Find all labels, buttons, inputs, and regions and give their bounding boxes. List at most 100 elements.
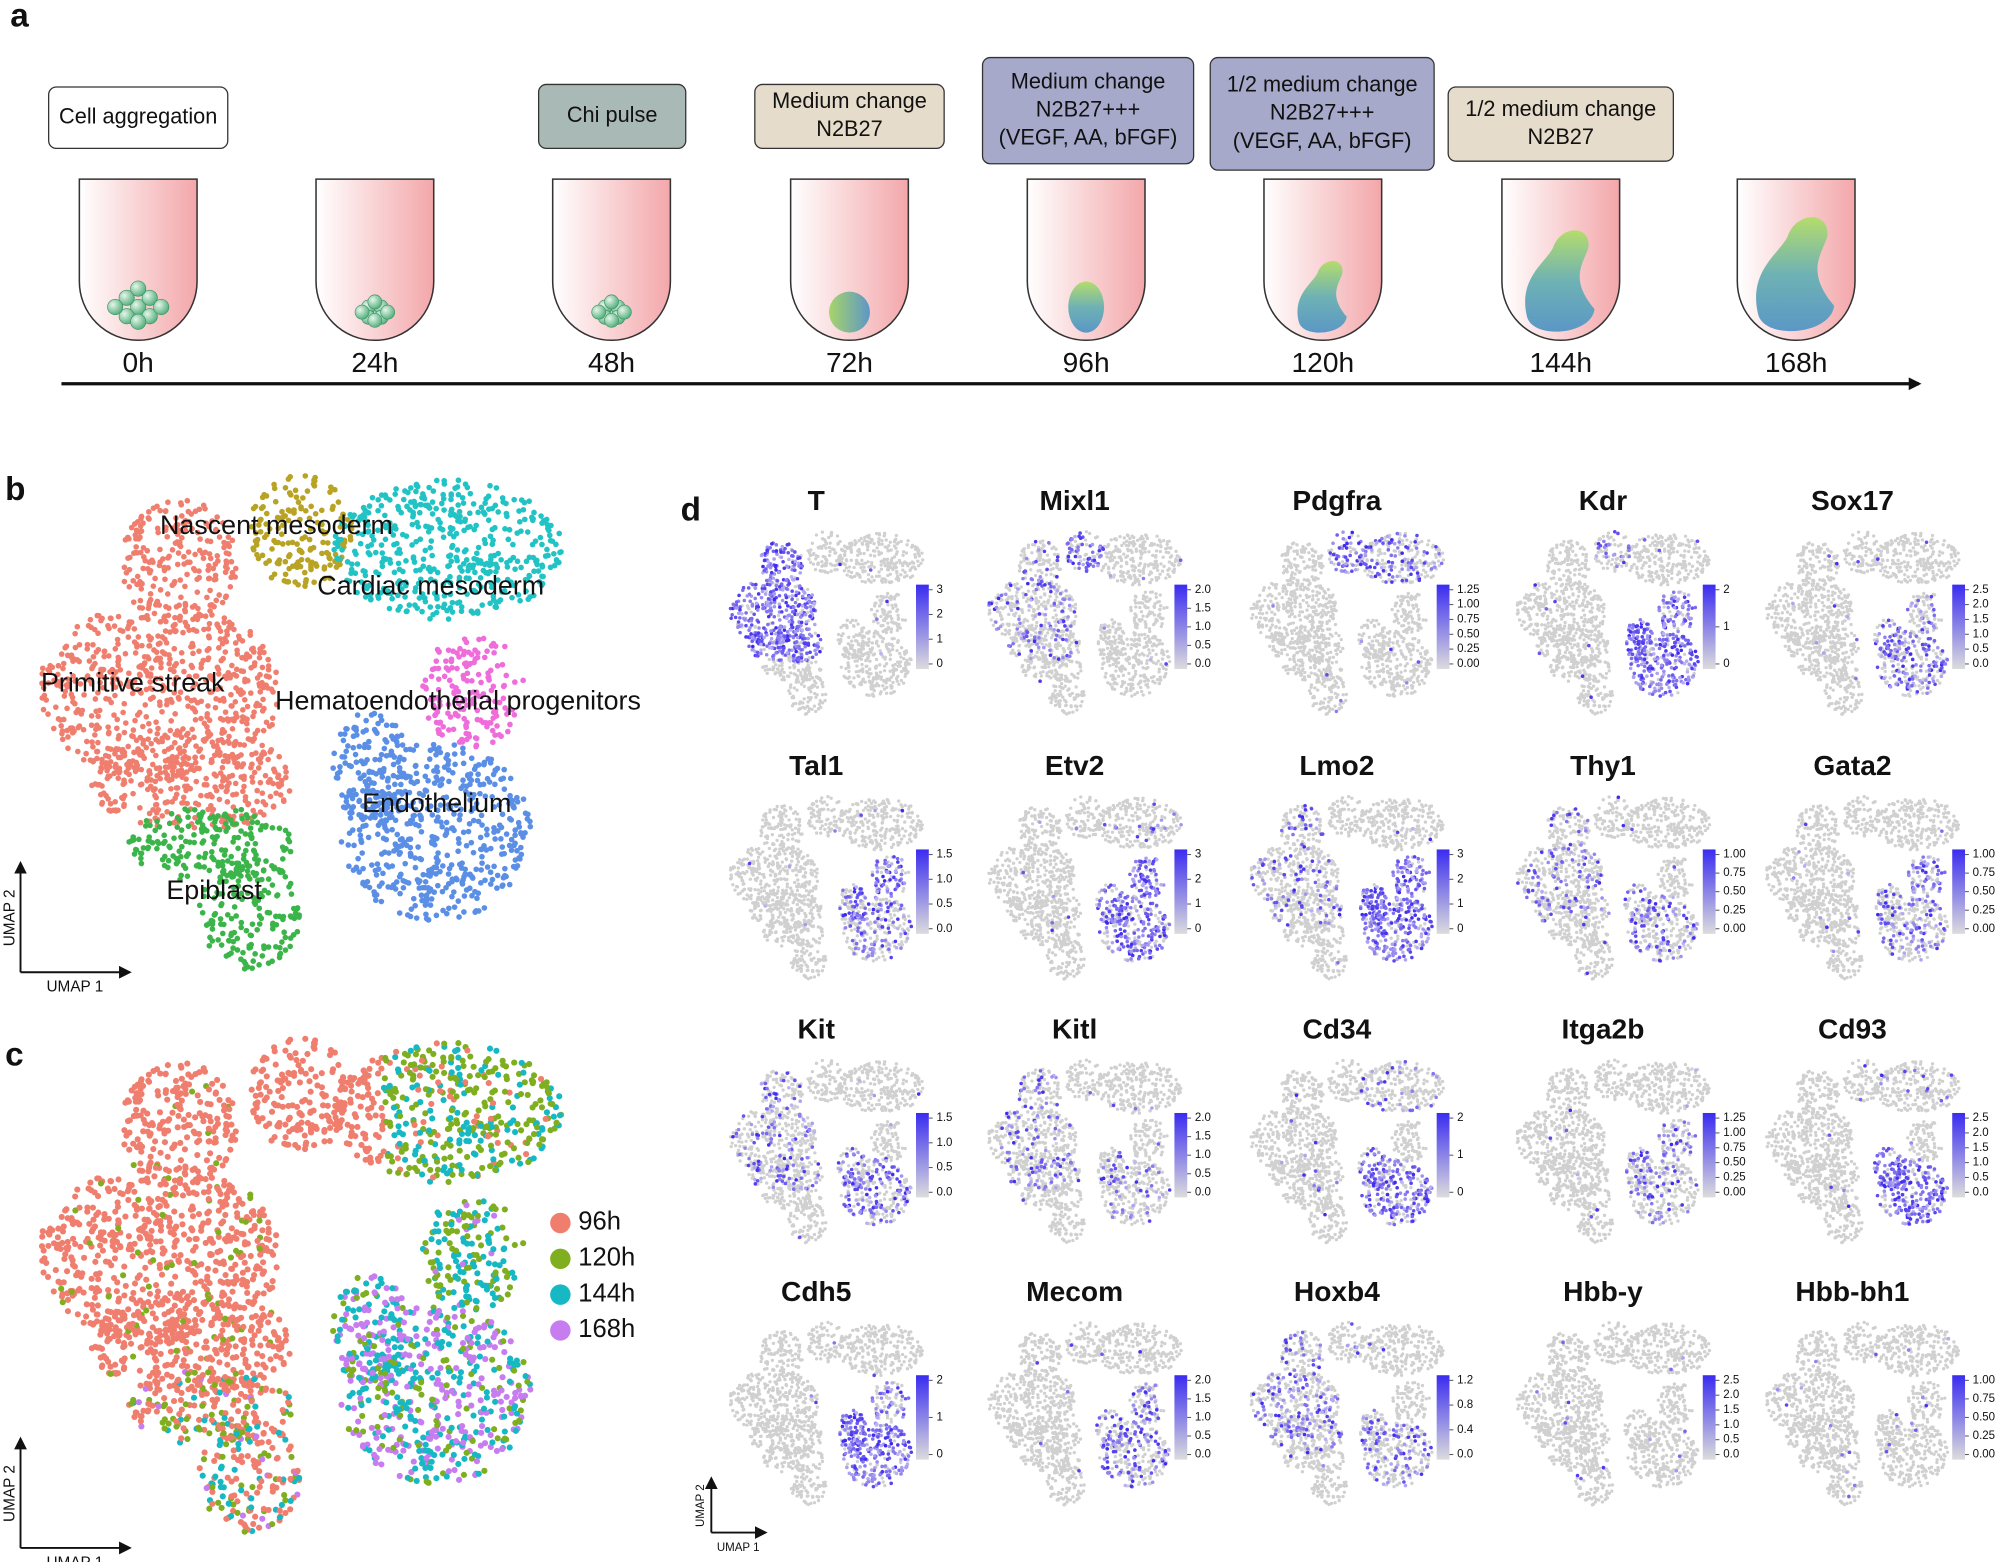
cell-point	[288, 492, 294, 498]
cell-point	[321, 1138, 328, 1145]
cell-point	[248, 1398, 255, 1405]
cell-point	[222, 1373, 229, 1381]
box-frame	[1447, 86, 1674, 162]
cell-point	[39, 1233, 46, 1240]
cell-point	[265, 756, 271, 763]
cell-point	[202, 613, 209, 620]
cell-point	[441, 1069, 448, 1077]
cell-point	[368, 862, 375, 868]
cell-point	[531, 509, 537, 516]
cell-point	[542, 553, 549, 559]
cell-point	[524, 529, 531, 535]
cell-point	[265, 656, 271, 663]
cell-point	[192, 1279, 199, 1286]
cell-point	[143, 1340, 151, 1347]
cell-point	[217, 1483, 224, 1491]
cell-point	[508, 1157, 516, 1164]
cell-point	[104, 767, 110, 774]
cell-point	[286, 1070, 293, 1078]
cell-point	[199, 754, 206, 760]
cell-point	[408, 852, 414, 858]
cell-point	[173, 1335, 180, 1342]
cell-point	[197, 1355, 204, 1362]
cell-point	[490, 771, 497, 778]
cell-point	[163, 1264, 170, 1271]
cell-point	[259, 1115, 266, 1122]
cell-point	[556, 530, 563, 537]
cell-point	[451, 904, 458, 910]
cell-point	[222, 1126, 229, 1133]
cell-point	[243, 1374, 250, 1381]
cell-point	[265, 666, 272, 673]
cell-point	[269, 721, 275, 728]
cell-point	[222, 1315, 229, 1322]
cell-point	[400, 885, 407, 891]
cell-point	[105, 653, 112, 659]
cell-point	[308, 1066, 315, 1073]
cell-point	[117, 627, 123, 633]
cell-point	[231, 1492, 238, 1499]
cell-point	[159, 1211, 166, 1218]
aggregate	[829, 291, 870, 333]
cell-point	[64, 1308, 72, 1315]
cell-point	[544, 546, 550, 553]
cell-point	[273, 1232, 280, 1239]
cell-point	[242, 1218, 249, 1225]
cell-point	[162, 576, 168, 583]
tube: 120h	[1263, 178, 1383, 378]
cell-point	[58, 723, 65, 729]
cell-point	[295, 581, 301, 588]
cell-point	[108, 699, 115, 706]
cell-point	[437, 1088, 444, 1095]
cell-point	[479, 860, 485, 866]
cell-point	[253, 1459, 261, 1466]
cell-point	[199, 550, 206, 557]
cell-point	[464, 772, 471, 778]
cell-point	[162, 508, 169, 515]
tube: 168h	[1736, 178, 1856, 378]
cell-point	[97, 1331, 104, 1338]
cell-point	[351, 842, 357, 849]
cell-point	[154, 730, 161, 737]
cell-point	[278, 1340, 285, 1347]
cell-point	[495, 550, 502, 557]
cell-point	[148, 635, 155, 642]
cell-point	[133, 1204, 140, 1211]
cell-point	[492, 604, 499, 610]
cell-point	[161, 1416, 168, 1423]
cell-point	[59, 1228, 67, 1235]
cell-point	[143, 1249, 150, 1256]
cell-point	[157, 507, 164, 514]
cell-point	[448, 492, 455, 499]
cell-point	[153, 801, 160, 808]
cell-point	[191, 1317, 199, 1324]
cell-point	[296, 912, 302, 918]
cell-point	[145, 1400, 152, 1407]
cell-point	[401, 756, 407, 763]
cell-point	[172, 621, 178, 628]
cell-point	[126, 619, 133, 625]
cell-point	[420, 871, 427, 878]
cell-point	[426, 756, 433, 762]
cell-point	[230, 1454, 237, 1461]
cell-point	[189, 1213, 197, 1220]
cell-point	[58, 1213, 65, 1221]
cell-point	[135, 1399, 142, 1406]
cell-point	[269, 1387, 276, 1394]
cell-point	[60, 660, 67, 667]
cell-point	[456, 654, 462, 660]
cell-point	[445, 616, 452, 622]
cell-point	[220, 655, 226, 662]
cell-point	[199, 829, 205, 835]
cell-point	[212, 910, 219, 917]
cell-point	[435, 882, 441, 889]
cell-point	[130, 790, 136, 797]
cell-point	[244, 703, 251, 710]
cell-point	[75, 1287, 82, 1294]
cell-point	[381, 1075, 388, 1082]
cell-point	[406, 1164, 413, 1172]
cell-point	[440, 1096, 447, 1104]
cell-point	[301, 569, 308, 576]
cell-point	[372, 1112, 379, 1119]
cell-point	[238, 774, 245, 780]
